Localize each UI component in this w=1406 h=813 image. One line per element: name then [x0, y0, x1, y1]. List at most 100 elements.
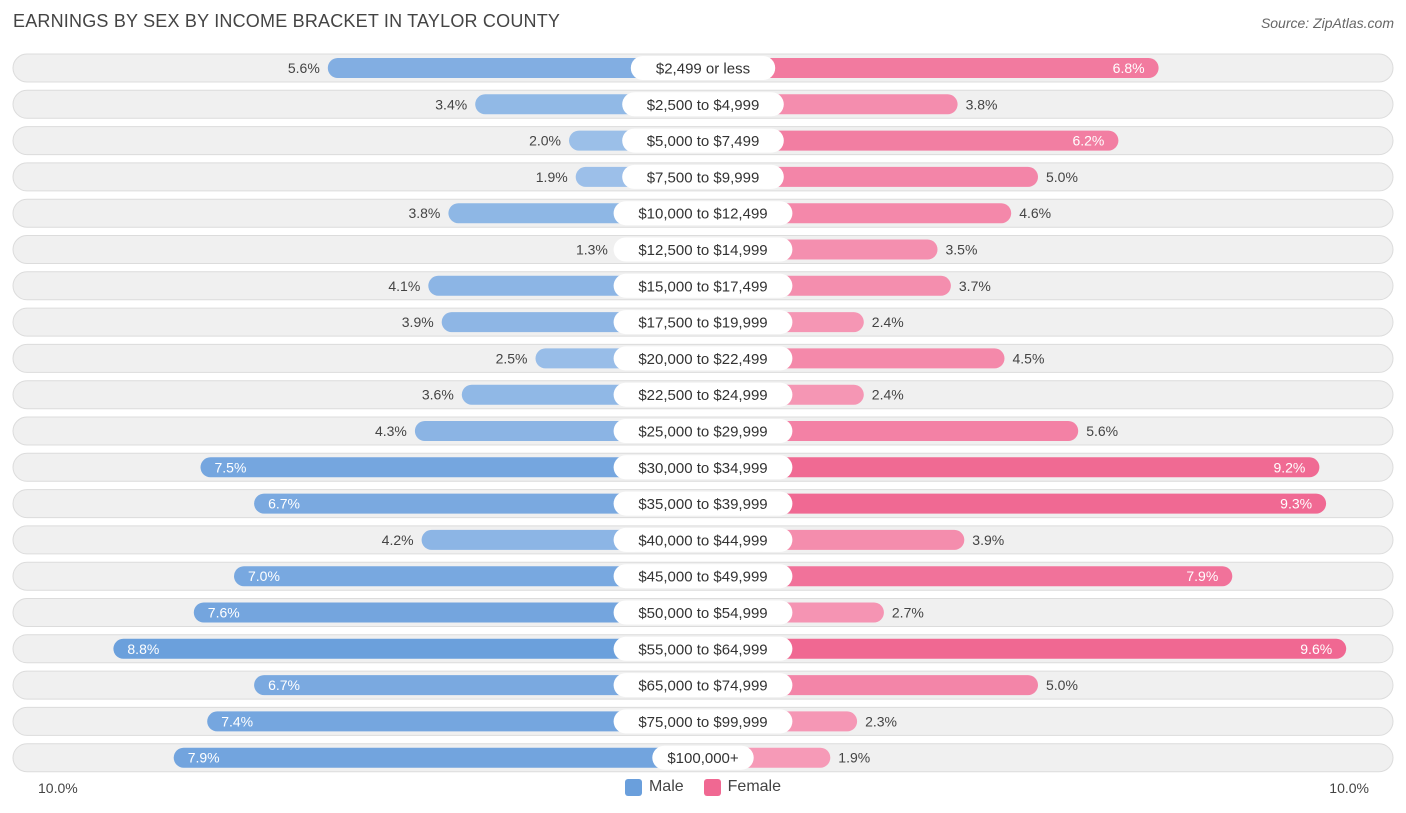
legend-item-female[interactable]: Female: [703, 778, 781, 796]
male-bar: [254, 675, 703, 696]
female-bar: [703, 493, 1327, 514]
axis-right-label: 10.0%: [1329, 780, 1369, 796]
male-value-label: 7.4%: [221, 713, 253, 729]
category-label: $2,499 or less: [656, 61, 750, 78]
male-value-label: 7.6%: [208, 605, 240, 621]
legend: Male Female: [0, 778, 1406, 796]
male-value-label: 4.1%: [388, 278, 420, 294]
female-value-label: 9.6%: [1300, 641, 1332, 657]
category-label: $35,000 to $39,999: [638, 496, 767, 513]
female-value-label: 2.3%: [865, 713, 897, 729]
female-bar: [703, 638, 1347, 659]
female-value-label: 6.2%: [1072, 133, 1104, 149]
female-value-label: 9.3%: [1280, 496, 1312, 512]
male-bar: [200, 457, 703, 478]
female-value-label: 3.9%: [972, 532, 1004, 548]
category-pill: [613, 237, 793, 262]
category-label: $17,500 to $19,999: [638, 315, 767, 332]
category-label: $2,500 to $4,999: [647, 97, 760, 114]
male-value-label: 2.5%: [496, 350, 528, 366]
female-value-label: 5.0%: [1046, 677, 1078, 693]
category-pill: [622, 92, 784, 117]
female-value-label: 4.5%: [1013, 350, 1045, 366]
category-pill: [613, 310, 793, 335]
female-value-label: 3.8%: [966, 96, 998, 112]
category-pill: [613, 600, 793, 625]
male-value-label: 3.9%: [402, 314, 434, 330]
male-bar: [193, 602, 704, 623]
category-label: $15,000 to $17,499: [638, 278, 767, 295]
male-value-label: 2.0%: [529, 133, 561, 149]
category-pill: [652, 745, 754, 770]
female-value-label: 1.9%: [838, 750, 870, 766]
male-value-label: 3.8%: [408, 205, 440, 221]
male-value-label: 7.9%: [188, 750, 220, 766]
category-pill: [613, 527, 793, 552]
female-value-label: 9.2%: [1273, 459, 1305, 475]
female-value-label: 5.0%: [1046, 169, 1078, 185]
male-value-label: 1.3%: [576, 242, 608, 258]
chart-source: Source: ZipAtlas.com: [1260, 15, 1394, 31]
female-bar: [703, 566, 1233, 587]
category-pill: [613, 491, 793, 516]
category-label: $30,000 to $34,999: [638, 460, 767, 477]
male-bar: [327, 58, 703, 78]
category-pill: [613, 709, 793, 734]
female-value-label: 4.6%: [1019, 205, 1051, 221]
male-bar: [207, 711, 703, 732]
category-pill: [613, 564, 793, 589]
category-label: $20,000 to $22,499: [638, 351, 767, 368]
category-pill: [613, 382, 793, 407]
male-value-label: 4.2%: [382, 532, 414, 548]
category-label: $10,000 to $12,499: [638, 206, 767, 223]
male-bar: [254, 493, 703, 514]
category-pill: [622, 164, 784, 189]
category-label: $5,000 to $7,499: [647, 133, 760, 150]
category-pill: [622, 128, 784, 153]
category-label: $25,000 to $29,999: [638, 424, 767, 441]
axis-left-label: 10.0%: [38, 780, 78, 796]
category-pill: [613, 455, 793, 480]
female-value-label: 2.4%: [872, 314, 904, 330]
female-value-label: 2.7%: [892, 605, 924, 621]
male-value-label: 6.7%: [268, 677, 300, 693]
male-value-label: 6.7%: [268, 496, 300, 512]
category-label: $40,000 to $44,999: [638, 532, 767, 549]
category-pill: [613, 346, 793, 371]
male-value-label: 8.8%: [127, 641, 159, 657]
female-value-label: 5.6%: [1086, 423, 1118, 439]
male-bar: [173, 747, 703, 768]
female-value-label: 3.5%: [946, 242, 978, 258]
category-pill: [613, 673, 793, 698]
category-label: $45,000 to $49,999: [638, 569, 767, 586]
female-bar: [703, 130, 1119, 151]
category-label: $7,500 to $9,999: [647, 169, 760, 186]
female-value-label: 7.9%: [1186, 568, 1218, 584]
chart-title: EARNINGS BY SEX BY INCOME BRACKET IN TAY…: [13, 11, 561, 31]
legend-item-male[interactable]: Male: [624, 778, 684, 796]
female-bar: [703, 421, 1079, 441]
category-label: $12,500 to $14,999: [638, 242, 767, 259]
legend-label-male: Male: [648, 778, 684, 795]
category-label: $55,000 to $64,999: [638, 641, 767, 658]
male-value-label: 7.0%: [248, 568, 280, 584]
male-bar: [234, 566, 703, 587]
legend-swatch-female: [703, 778, 721, 796]
female-value-label: 3.7%: [959, 278, 991, 294]
male-value-label: 3.6%: [422, 387, 454, 403]
category-label: $22,500 to $24,999: [638, 387, 767, 404]
category-pill: [613, 273, 793, 298]
female-value-label: 2.4%: [872, 387, 904, 403]
male-value-label: 5.6%: [288, 60, 320, 76]
category-label: $50,000 to $54,999: [638, 605, 767, 622]
female-bar: [703, 58, 1159, 78]
female-bar: [703, 457, 1320, 478]
legend-swatch-male: [624, 778, 642, 796]
category-pill: [630, 56, 776, 80]
male-bar: [113, 638, 703, 659]
male-value-label: 7.5%: [215, 459, 247, 475]
male-value-label: 1.9%: [536, 169, 568, 185]
female-bar: [703, 166, 1038, 187]
